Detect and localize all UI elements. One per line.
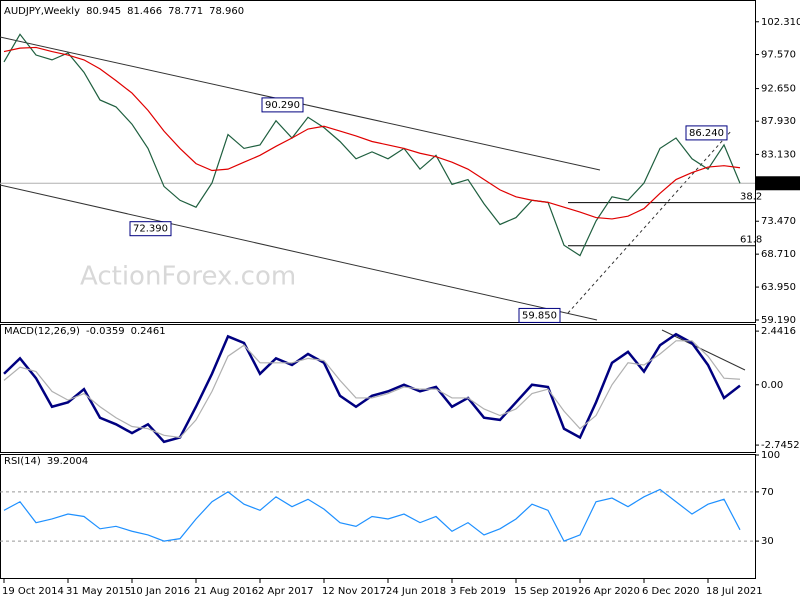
- annotation-box: [685, 125, 728, 141]
- y-tick-label: 87.930: [761, 116, 796, 127]
- last-price-label: 78.960: [761, 178, 796, 189]
- series-line: [3, 46, 741, 220]
- x-tick-label: 15 Sep 2019: [514, 586, 577, 597]
- annotation-box: [518, 307, 561, 323]
- series-line: [3, 33, 741, 257]
- annotation-label: 86.240: [689, 128, 724, 139]
- x-tick-label: 12 Nov 2017: [322, 586, 386, 597]
- y-tick-label: 70: [761, 487, 774, 498]
- y-tick-label: 102.310: [761, 17, 800, 28]
- series-line: [3, 340, 741, 439]
- last-price-box: [756, 176, 800, 191]
- y-tick-label: 100: [761, 450, 780, 461]
- y-tick-label: 68.710: [761, 249, 796, 260]
- annotation-label: 72.390: [133, 224, 168, 235]
- indicator-reading: -0.0359: [86, 326, 125, 337]
- annotation-label: 90.290: [265, 100, 300, 111]
- price-panel: [0, 0, 756, 323]
- fib-label: 61.8: [740, 235, 762, 246]
- y-tick-label: 2.4416: [761, 326, 796, 337]
- fib-label: 38.2: [740, 192, 762, 203]
- series-line: [3, 332, 741, 444]
- x-tick-label: 2 Apr 2017: [258, 586, 313, 597]
- x-tick-label: 26 Apr 2020: [578, 586, 640, 597]
- annotation-box: [129, 221, 172, 237]
- y-tick-label: 0.00: [761, 380, 783, 391]
- macd-panel: [0, 324, 756, 453]
- indicator-reading: 39.2004: [47, 456, 88, 467]
- panel-title: MACD(12,26,9): [4, 326, 80, 337]
- annotation-box: [261, 97, 304, 113]
- y-tick-label: 59.190: [761, 315, 796, 326]
- watermark: ActionForex.com: [80, 262, 296, 292]
- series-line: [3, 488, 741, 542]
- y-tick-label: 92.650: [761, 84, 796, 95]
- x-tick-label: 6 Dec 2020: [642, 586, 700, 597]
- x-tick-label: 10 Jan 2016: [130, 586, 190, 597]
- trendline: [661, 329, 746, 371]
- indicator-reading: 0.2461: [131, 326, 166, 337]
- trendline: [0, 184, 598, 321]
- y-tick-label: 73.470: [761, 216, 796, 227]
- ohlc-value: 80.945: [86, 6, 121, 17]
- rsi-panel: [0, 454, 756, 579]
- annotation-label: 59.850: [522, 310, 557, 321]
- x-tick-label: 19 Oct 2014: [2, 586, 64, 597]
- x-tick-label: 21 Aug 2016: [194, 586, 258, 597]
- y-tick-label: -2.7452: [761, 440, 800, 451]
- trendline: [567, 129, 733, 314]
- x-tick-label: 3 Feb 2019: [450, 586, 506, 597]
- y-tick-label: 97.570: [761, 50, 796, 61]
- y-tick-label: 83.130: [761, 149, 796, 160]
- ohlc-value: 81.466: [127, 6, 162, 17]
- ohlc-value: 78.771: [168, 6, 203, 17]
- y-tick-label: 30: [761, 536, 774, 547]
- x-tick-label: 18 Jul 2021: [706, 586, 763, 597]
- y-tick-label: 63.950: [761, 282, 796, 293]
- x-tick-label: 24 Jun 2018: [386, 586, 446, 597]
- panel-title: AUDJPY,Weekly: [4, 6, 80, 17]
- x-tick-label: 31 May 2015: [66, 586, 131, 597]
- ohlc-value: 78.960: [209, 6, 244, 17]
- panel-title: RSI(14): [4, 456, 41, 467]
